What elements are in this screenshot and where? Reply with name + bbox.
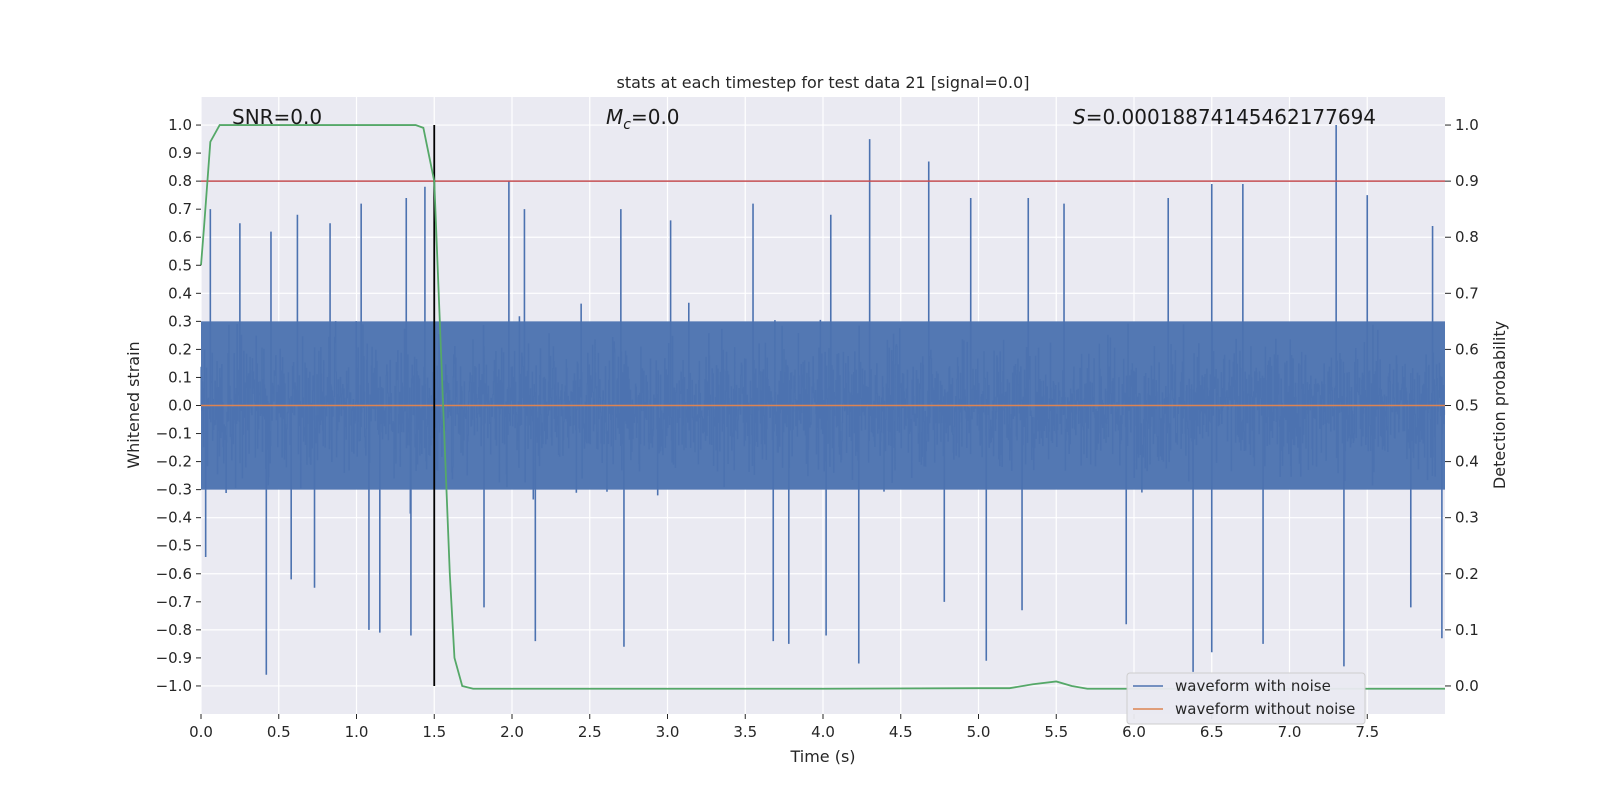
x-axis-ticks: 0.0 0.5 1.0 1.5 2.0 2.5 3.0 3.5 4.0 4.5 5.0 5.5 6.0 6… — [189, 714, 1379, 741]
x-tick-label: 6.0 — [1122, 723, 1146, 741]
x-tick-label: 0.0 — [189, 723, 213, 741]
y-tick-label: −0.7 — [156, 593, 192, 611]
y-tick-label: 0.8 — [168, 172, 192, 190]
mc-value: =0.0 — [631, 105, 680, 129]
y-tick-label: 0.9 — [168, 144, 192, 162]
x-tick-label: 0.5 — [267, 723, 291, 741]
y-tick-label: 0.0 — [168, 397, 192, 415]
y2-tick-label: 0.5 — [1455, 397, 1479, 415]
mc-symbol: M — [606, 105, 623, 129]
y2-tick-label: 0.2 — [1455, 565, 1479, 583]
chart-title: stats at each timestep for test data 21 … — [617, 73, 1030, 92]
snr-annotation: SNR=0.0 — [232, 105, 322, 129]
y2-tick-label: 0.0 — [1455, 677, 1479, 695]
y2-axis-label: Detection probability — [1490, 321, 1509, 489]
y-tick-label: 0.7 — [168, 200, 192, 218]
y-tick-label: 0.4 — [168, 284, 192, 302]
x-tick-label: 4.5 — [889, 723, 913, 741]
legend-box — [1126, 672, 1366, 725]
probability-line — [200, 124, 1445, 690]
y-tick-label: 0.1 — [168, 368, 192, 386]
y2-tick-label: 0.9 — [1455, 172, 1479, 190]
s-symbol: S — [1073, 105, 1086, 129]
y-tick-label: −0.9 — [156, 649, 192, 667]
mc-subscript: c — [623, 117, 631, 133]
s-annotation: S=0.00018874145462177694 — [1073, 105, 1376, 129]
y2-tick-label: 0.6 — [1455, 340, 1479, 358]
y-tick-label: 1.0 — [168, 116, 192, 134]
x-axis-label: Time (s) — [789, 747, 855, 766]
x-tick-label: 7.5 — [1355, 723, 1379, 741]
mc-annotation: Mc=0.0 — [606, 105, 680, 133]
y2-axis-ticks: 0.0 0.1 0.2 0.3 0.4 0.5 0.6 0.7 0.8 0.9 1.0 — [1445, 116, 1479, 695]
y-tick-label: 0.3 — [168, 312, 192, 330]
legend: waveform with noise waveform without noi… — [1126, 672, 1366, 725]
x-tick-label: 1.5 — [422, 723, 446, 741]
y-tick-label: −1.0 — [156, 677, 192, 695]
y-tick-label: −0.6 — [156, 565, 192, 583]
y2-tick-label: 0.7 — [1455, 284, 1479, 302]
y2-tick-label: 1.0 — [1455, 116, 1479, 134]
x-tick-label: 5.0 — [967, 723, 991, 741]
x-tick-label: 2.0 — [500, 723, 524, 741]
y-axis-ticks: −1.0 −0.9 −0.8 −0.7 −0.6 −0.5 −0.4 −0.3 −0.2 −0.1… — [156, 116, 201, 695]
x-tick-label: 6.5 — [1200, 723, 1224, 741]
x-tick-label: 3.0 — [656, 723, 680, 741]
x-tick-label: 5.5 — [1044, 723, 1068, 741]
y2-tick-label: 0.1 — [1455, 621, 1479, 639]
y2-tick-label: 0.4 — [1455, 453, 1479, 471]
y2-tick-label: 0.3 — [1455, 509, 1479, 527]
legend-label-noise: waveform with noise — [1175, 677, 1331, 695]
x-tick-label: 1.0 — [345, 723, 369, 741]
legend-label-clean: waveform without noise — [1175, 700, 1355, 718]
y-tick-label: −0.1 — [156, 425, 192, 443]
y-axis-label: Whitened strain — [124, 341, 143, 468]
y-tick-label: 0.6 — [168, 228, 192, 246]
y2-tick-label: 0.8 — [1455, 228, 1479, 246]
x-tick-label: 7.0 — [1278, 723, 1302, 741]
detection-probability-series — [200, 124, 1445, 690]
y-tick-label: −0.4 — [156, 509, 192, 527]
y-tick-label: −0.5 — [156, 537, 192, 555]
y-tick-label: −0.8 — [156, 621, 192, 639]
y-tick-label: −0.2 — [156, 453, 192, 471]
y-tick-label: 0.5 — [168, 256, 192, 274]
s-value: =0.00018874145462177694 — [1086, 105, 1376, 129]
y-tick-label: 0.2 — [168, 340, 192, 358]
x-tick-label: 4.0 — [811, 723, 835, 741]
x-tick-label: 3.5 — [733, 723, 757, 741]
x-tick-label: 2.5 — [578, 723, 602, 741]
y-tick-label: −0.3 — [156, 481, 192, 499]
